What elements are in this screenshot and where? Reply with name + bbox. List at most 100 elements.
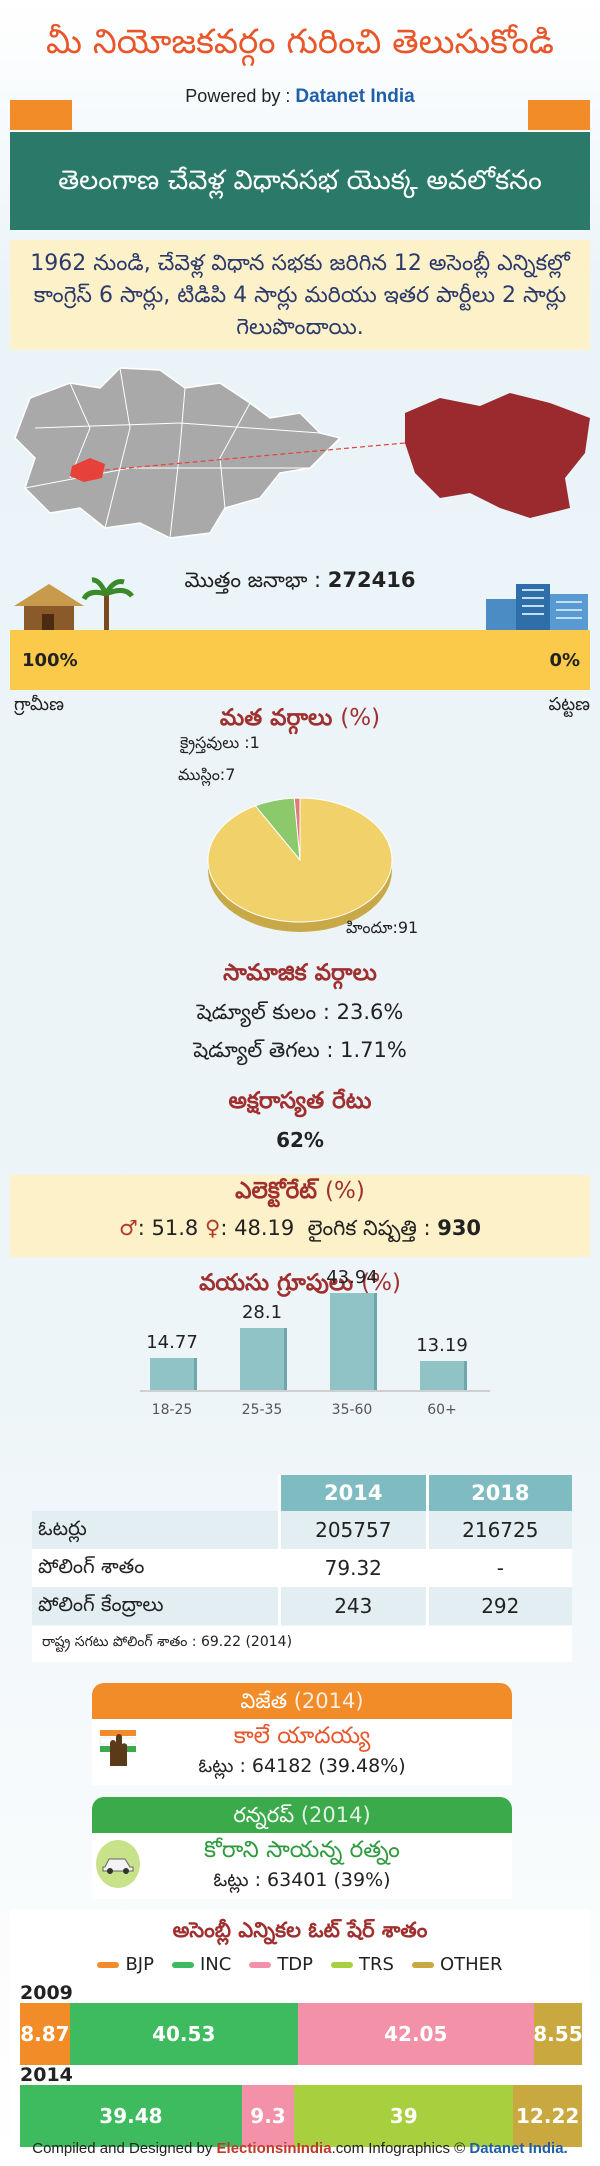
voters-2018: 216725 — [425, 1511, 572, 1549]
age-bar-category-60+: 60+ — [427, 1402, 457, 1418]
year-label-2014: 2014 — [20, 2064, 73, 2086]
chevella-highlight-large — [405, 393, 590, 518]
inc-hand-icon — [96, 1722, 140, 1770]
pie-label-muslim: ముస్లిం:7 — [178, 765, 236, 784]
electorate-panel — [10, 1175, 590, 1257]
vote-share-row-2009: 8.87 40.53 42.05 8.55 — [20, 2003, 583, 2065]
age-bar-60+ — [420, 1360, 464, 1390]
sc-value: 23.6% — [336, 1000, 404, 1024]
rural-label: గ్రామీణ — [14, 694, 64, 715]
age-bar-18-25 — [150, 1357, 194, 1390]
powered-by-prefix: Powered by : — [185, 86, 291, 106]
stations-2014: 243 — [277, 1587, 428, 1625]
literacy-value: 62% — [276, 1128, 324, 1152]
telangana-state-shape — [14, 367, 342, 539]
share-segment-2009-other: 8.55 — [533, 2003, 583, 2065]
election-summary: 1962 నుండి, చేవెళ్ల విధాన సభకు జరిగిన 12… — [10, 240, 590, 350]
legend-swatch-bjp — [97, 1961, 120, 1968]
share-segment-2009-tdp: 42.05 — [297, 2003, 534, 2065]
share-segment-2014-inc: 39.48 — [20, 2085, 242, 2147]
share-segment-2014-other: 12.22 — [513, 2085, 582, 2147]
pie-label-christian: క్రైస్తవులు :1 — [180, 733, 260, 752]
age-chart-axis — [140, 1390, 490, 1392]
legend-label-trs: TRS — [359, 1954, 394, 1975]
row-label-stations: పోలింగ్ కేంద్రాలు — [32, 1587, 280, 1625]
electorate-title: ఎలెక్టోరేట్ (%) — [235, 1178, 365, 1204]
voters-2014: 205757 — [277, 1511, 428, 1549]
sex-ratio-value: 930 — [437, 1216, 482, 1240]
winner-name: కాలే యాదయ్య — [233, 1723, 371, 1749]
table-header-blank — [32, 1475, 279, 1511]
powered-by-brand: Datanet India — [295, 86, 415, 107]
year-label-2009: 2009 — [20, 1982, 73, 2004]
legend-item-other: OTHER — [411, 1954, 503, 1975]
st-label: షెడ్యూల్ తెగలు : — [193, 1038, 334, 1062]
population-total: మొత్తం జనాభా : 272416 — [0, 568, 600, 598]
legend-swatch-inc — [171, 1961, 194, 1968]
stations-2018: 292 — [425, 1587, 572, 1625]
legend-item-bjp: BJP — [97, 1954, 154, 1975]
powered-by: Powered by : Datanet India — [0, 86, 600, 108]
legend-label-other: OTHER — [439, 1954, 503, 1975]
table-row: పోలింగ్ శాతం 79.32 - — [32, 1549, 572, 1587]
age-bar-35-60 — [330, 1293, 374, 1390]
urban-label: పట్టణ — [548, 694, 590, 715]
rural-urban-bar — [10, 630, 590, 690]
table-header-2018: 2018 — [425, 1475, 572, 1511]
table-row: పోలింగ్ కేంద్రాలు 243 292 — [32, 1587, 572, 1625]
banner-tab-left — [10, 100, 72, 130]
legend-label-inc: INC — [199, 1954, 232, 1975]
male-person-icon: ♂ — [118, 1216, 138, 1240]
rural-percent: 100% — [22, 650, 78, 671]
turnout-2014: 79.32 — [277, 1549, 428, 1587]
age-bar-category-25-35: 25-35 — [241, 1402, 283, 1418]
constituency-banner: తెలంగాణ చేవెళ్ల విధానసభ యొక్క అవలోకనం — [10, 132, 590, 230]
legend-label-bjp: BJP — [125, 1954, 154, 1975]
male-value: : 51.8 — [137, 1216, 199, 1240]
population-value: 272416 — [327, 568, 416, 592]
sc-row: షెడ్యూల్ కులం : 23.6% — [0, 1000, 600, 1030]
vote-share-row-2014: 39.48 9.3 39 12.22 — [20, 2085, 582, 2147]
legend-swatch-other — [411, 1961, 434, 1968]
vote-share-title: అసెంబ్లీ ఎన్నికల ఓట్ షేర్ శాతం — [172, 1918, 428, 1942]
chevella-highlight-small — [70, 458, 105, 482]
results-table: 2014 2018 ఓటర్లు 205757 216725 పోలింగ్ శ… — [32, 1475, 572, 1625]
state-average-note: రాష్ట్ర సగటు పోలింగ్ శాతం : 69.22 (2014) — [32, 1626, 572, 1662]
row-label-turnout: పోలింగ్ శాతం — [32, 1549, 280, 1587]
table-header-2014: 2014 — [277, 1475, 428, 1511]
share-segment-2014-trs: 39 — [294, 2085, 514, 2147]
runner-up-name: కోరాని సాయన్న రత్నం — [204, 1837, 400, 1863]
village-hut-icon — [14, 577, 134, 632]
winner-card: కాలే యాదయ్య ఓట్లు : 64182 (39.48%) — [92, 1719, 512, 1785]
turnout-2018: - — [425, 1549, 572, 1587]
footer-brand-elections: ElectionsinIndia — [216, 2140, 332, 2157]
age-bar-25-35 — [240, 1328, 284, 1390]
legend-label-tdp: TDP — [277, 1954, 314, 1975]
runner-up-card: కోరాని సాయన్న రత్నం ఓట్లు : 63401 (39%) — [92, 1833, 512, 1899]
legend-item-inc: INC — [171, 1954, 232, 1975]
pie-slice-hindu — [207, 797, 393, 923]
share-segment-2009-inc: 40.53 — [69, 2003, 298, 2065]
sc-label: షెడ్యూల్ కులం : — [196, 1000, 330, 1024]
footer: Compiled and Designed by ElectionsinIndi… — [0, 2140, 600, 2157]
legend-swatch-tdp — [249, 1961, 272, 1968]
footer-prefix: Compiled and Designed by — [32, 2140, 213, 2157]
age-bar-value-60+: 13.19 — [416, 1334, 468, 1356]
footer-middle: Infographics © — [368, 2140, 466, 2157]
legend-item-trs: TRS — [331, 1954, 394, 1975]
st-value: 1.71% — [340, 1038, 407, 1062]
age-bar-value-18-25: 14.77 — [146, 1331, 198, 1353]
religion-title: మత వర్గాలు (%) — [219, 705, 381, 731]
age-bar-category-18-25: 18-25 — [151, 1402, 193, 1418]
female-person-icon: ♀ — [204, 1216, 221, 1240]
st-row: షెడ్యూల్ తెగలు : 1.71% — [0, 1038, 600, 1068]
runner-up-votes: ఓట్లు : 63401 (39%) — [213, 1869, 391, 1891]
legend-item-tdp: TDP — [249, 1954, 313, 1975]
age-bar-category-35-60: 35-60 — [331, 1402, 373, 1418]
age-groups-title: వయసు గ్రూపులు (%) — [199, 1270, 401, 1296]
footer-brand-suffix: .com — [331, 2140, 365, 2157]
literacy-title: అక్షరాస్యత రేటు — [228, 1088, 372, 1114]
banner-tab-right — [528, 100, 590, 130]
electorate-stats: ♂: 51.8 ♀: 48.19 లైంగిక నిష్పత్తి : 930 — [0, 1216, 600, 1246]
pie-label-hindu: హిందూ:91 — [346, 918, 419, 937]
